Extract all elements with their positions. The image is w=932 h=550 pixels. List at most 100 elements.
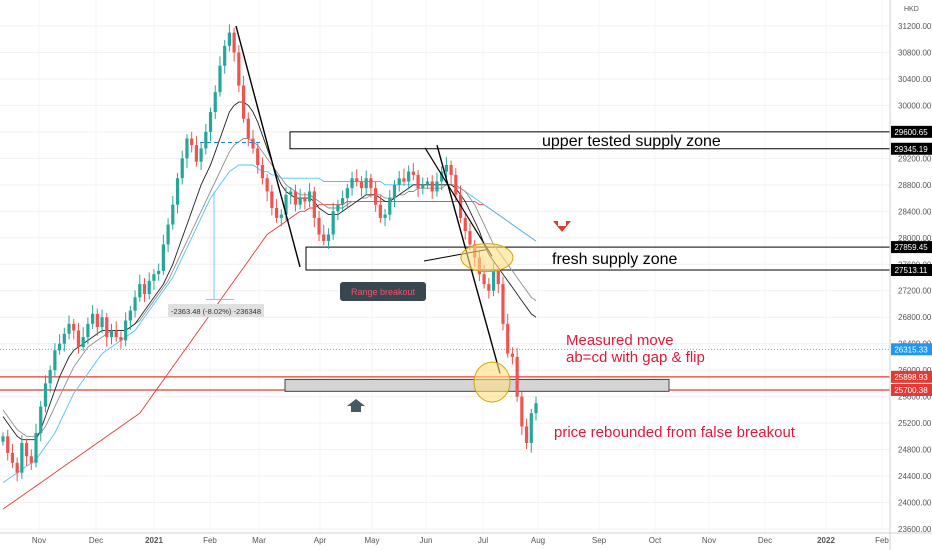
candle-body (72, 323, 76, 331)
candle-body (515, 356, 519, 397)
price-tag-box (891, 383, 932, 396)
candle-body (6, 436, 10, 453)
candle-body (416, 174, 420, 189)
candle-body (76, 330, 81, 347)
candle-body (138, 284, 142, 298)
candles (1, 24, 538, 482)
x-tick-label: Nov (32, 536, 46, 545)
candle-body (336, 204, 340, 212)
fresh-zone-label: fresh supply zone (552, 251, 678, 268)
candle-body (10, 452, 15, 463)
candle-body (100, 317, 104, 328)
candle-body (241, 85, 246, 119)
trendline-c (424, 147, 493, 257)
y-tick-label: 24400.00 (898, 472, 932, 481)
x-tick-label: Nov (702, 536, 716, 545)
measure-label-box: -2363.48 (-8.02%) -236348 (168, 304, 264, 317)
candle-body (43, 383, 48, 407)
currency-label: HKD (904, 6, 919, 13)
upper-zone-label: upper tested supply zone (542, 133, 721, 150)
grid (0, 0, 890, 533)
price-tag-box (891, 264, 932, 277)
candle-body (454, 174, 458, 195)
candle-body (15, 462, 19, 473)
candle-body (199, 148, 203, 162)
down-arrow (553, 221, 571, 232)
candle-body (128, 310, 132, 321)
candle-body (359, 181, 364, 189)
candle-body (501, 284, 505, 324)
candle-body (147, 280, 151, 295)
y-tick-label: 23600.00 (898, 525, 932, 534)
y-tick-label: 31200.00 (898, 22, 932, 31)
drawings (200, 25, 571, 412)
candle-body (161, 244, 165, 271)
candle-body (350, 178, 354, 189)
candle-body (449, 164, 453, 175)
x-tick-label: Dec (89, 536, 103, 545)
candle-body (392, 184, 397, 199)
price-tag-label: 27859.45 (894, 243, 928, 252)
rebound-label: price rebounded from false breakout (554, 424, 796, 441)
candle-body (223, 45, 227, 66)
y-tick-label: 26800.00 (898, 313, 932, 322)
candle-body (20, 442, 24, 473)
candle-body (506, 323, 510, 354)
y-tick-label: 30000.00 (898, 101, 932, 110)
candle-body (171, 204, 175, 225)
y-tick-label: 24800.00 (898, 446, 932, 455)
candle-body (237, 52, 241, 86)
x-tick-label: Oct (649, 536, 662, 545)
candle-body (260, 164, 265, 179)
candle-body (421, 184, 425, 189)
candle-body (29, 456, 33, 463)
candle-body (48, 370, 52, 384)
candle-body (402, 178, 406, 182)
target-circle (473, 361, 511, 403)
candle-body (524, 426, 529, 443)
candle-body (204, 131, 208, 149)
y-tick-label: 25600.00 (898, 393, 932, 402)
candle-body (274, 208, 279, 218)
candle-body (133, 297, 137, 311)
candle-body (256, 148, 260, 165)
candle-body (166, 224, 170, 245)
price-tag-label: 29600.65 (894, 128, 928, 137)
candle-body (529, 413, 533, 443)
candle-body (95, 313, 99, 328)
y-tick-label: 24000.00 (898, 499, 932, 508)
candle-body (369, 178, 373, 189)
y-tick-label: 26000.00 (898, 366, 932, 375)
candle-body (190, 138, 194, 146)
x-tick-label: Jul (478, 536, 488, 545)
measured-move-label: Measured move (566, 332, 674, 349)
candle-body (227, 32, 232, 46)
x-tick-label: 2021 (145, 536, 163, 545)
price-tag-label: 29345.19 (894, 145, 928, 154)
candle-body (331, 211, 335, 235)
candle-body (491, 270, 496, 291)
x-tick-label: May (364, 536, 379, 545)
candle-body (67, 323, 71, 334)
price-tag-label: 26315.33 (894, 345, 928, 354)
candle-body (411, 171, 415, 175)
measure-label-text: -2363.48 (-8.02%) -236348 (171, 307, 261, 316)
x-tick-label: Feb (203, 536, 217, 545)
up-arrow (347, 399, 365, 412)
price-tags: 29600.65 29345.19 27859.45 27513.11 26315.33… (891, 125, 932, 396)
x-tick-label: Mar (252, 536, 266, 545)
candle-body (397, 178, 401, 185)
y-tick-label: 30400.00 (898, 75, 932, 84)
x-tick-label: Feb (875, 536, 889, 545)
candle-body (109, 330, 114, 338)
candle-body (86, 323, 90, 338)
y-tick-label: 28000.00 (898, 234, 932, 243)
candle-body (355, 178, 359, 182)
x-tick-label: Sep (592, 536, 607, 545)
y-tick-label: 30800.00 (898, 48, 932, 57)
candle-body (152, 274, 156, 281)
candle-body (142, 284, 147, 295)
x-tick-label: Jun (420, 536, 433, 545)
candle-body (185, 138, 189, 159)
